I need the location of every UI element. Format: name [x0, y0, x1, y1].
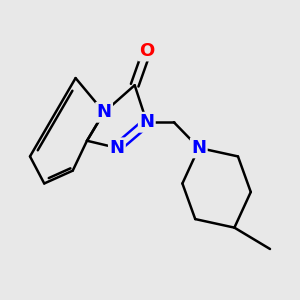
- Text: O: O: [139, 42, 154, 60]
- Text: N: N: [139, 113, 154, 131]
- Text: N: N: [110, 139, 124, 157]
- Text: N: N: [97, 103, 112, 121]
- Text: N: N: [191, 139, 206, 157]
